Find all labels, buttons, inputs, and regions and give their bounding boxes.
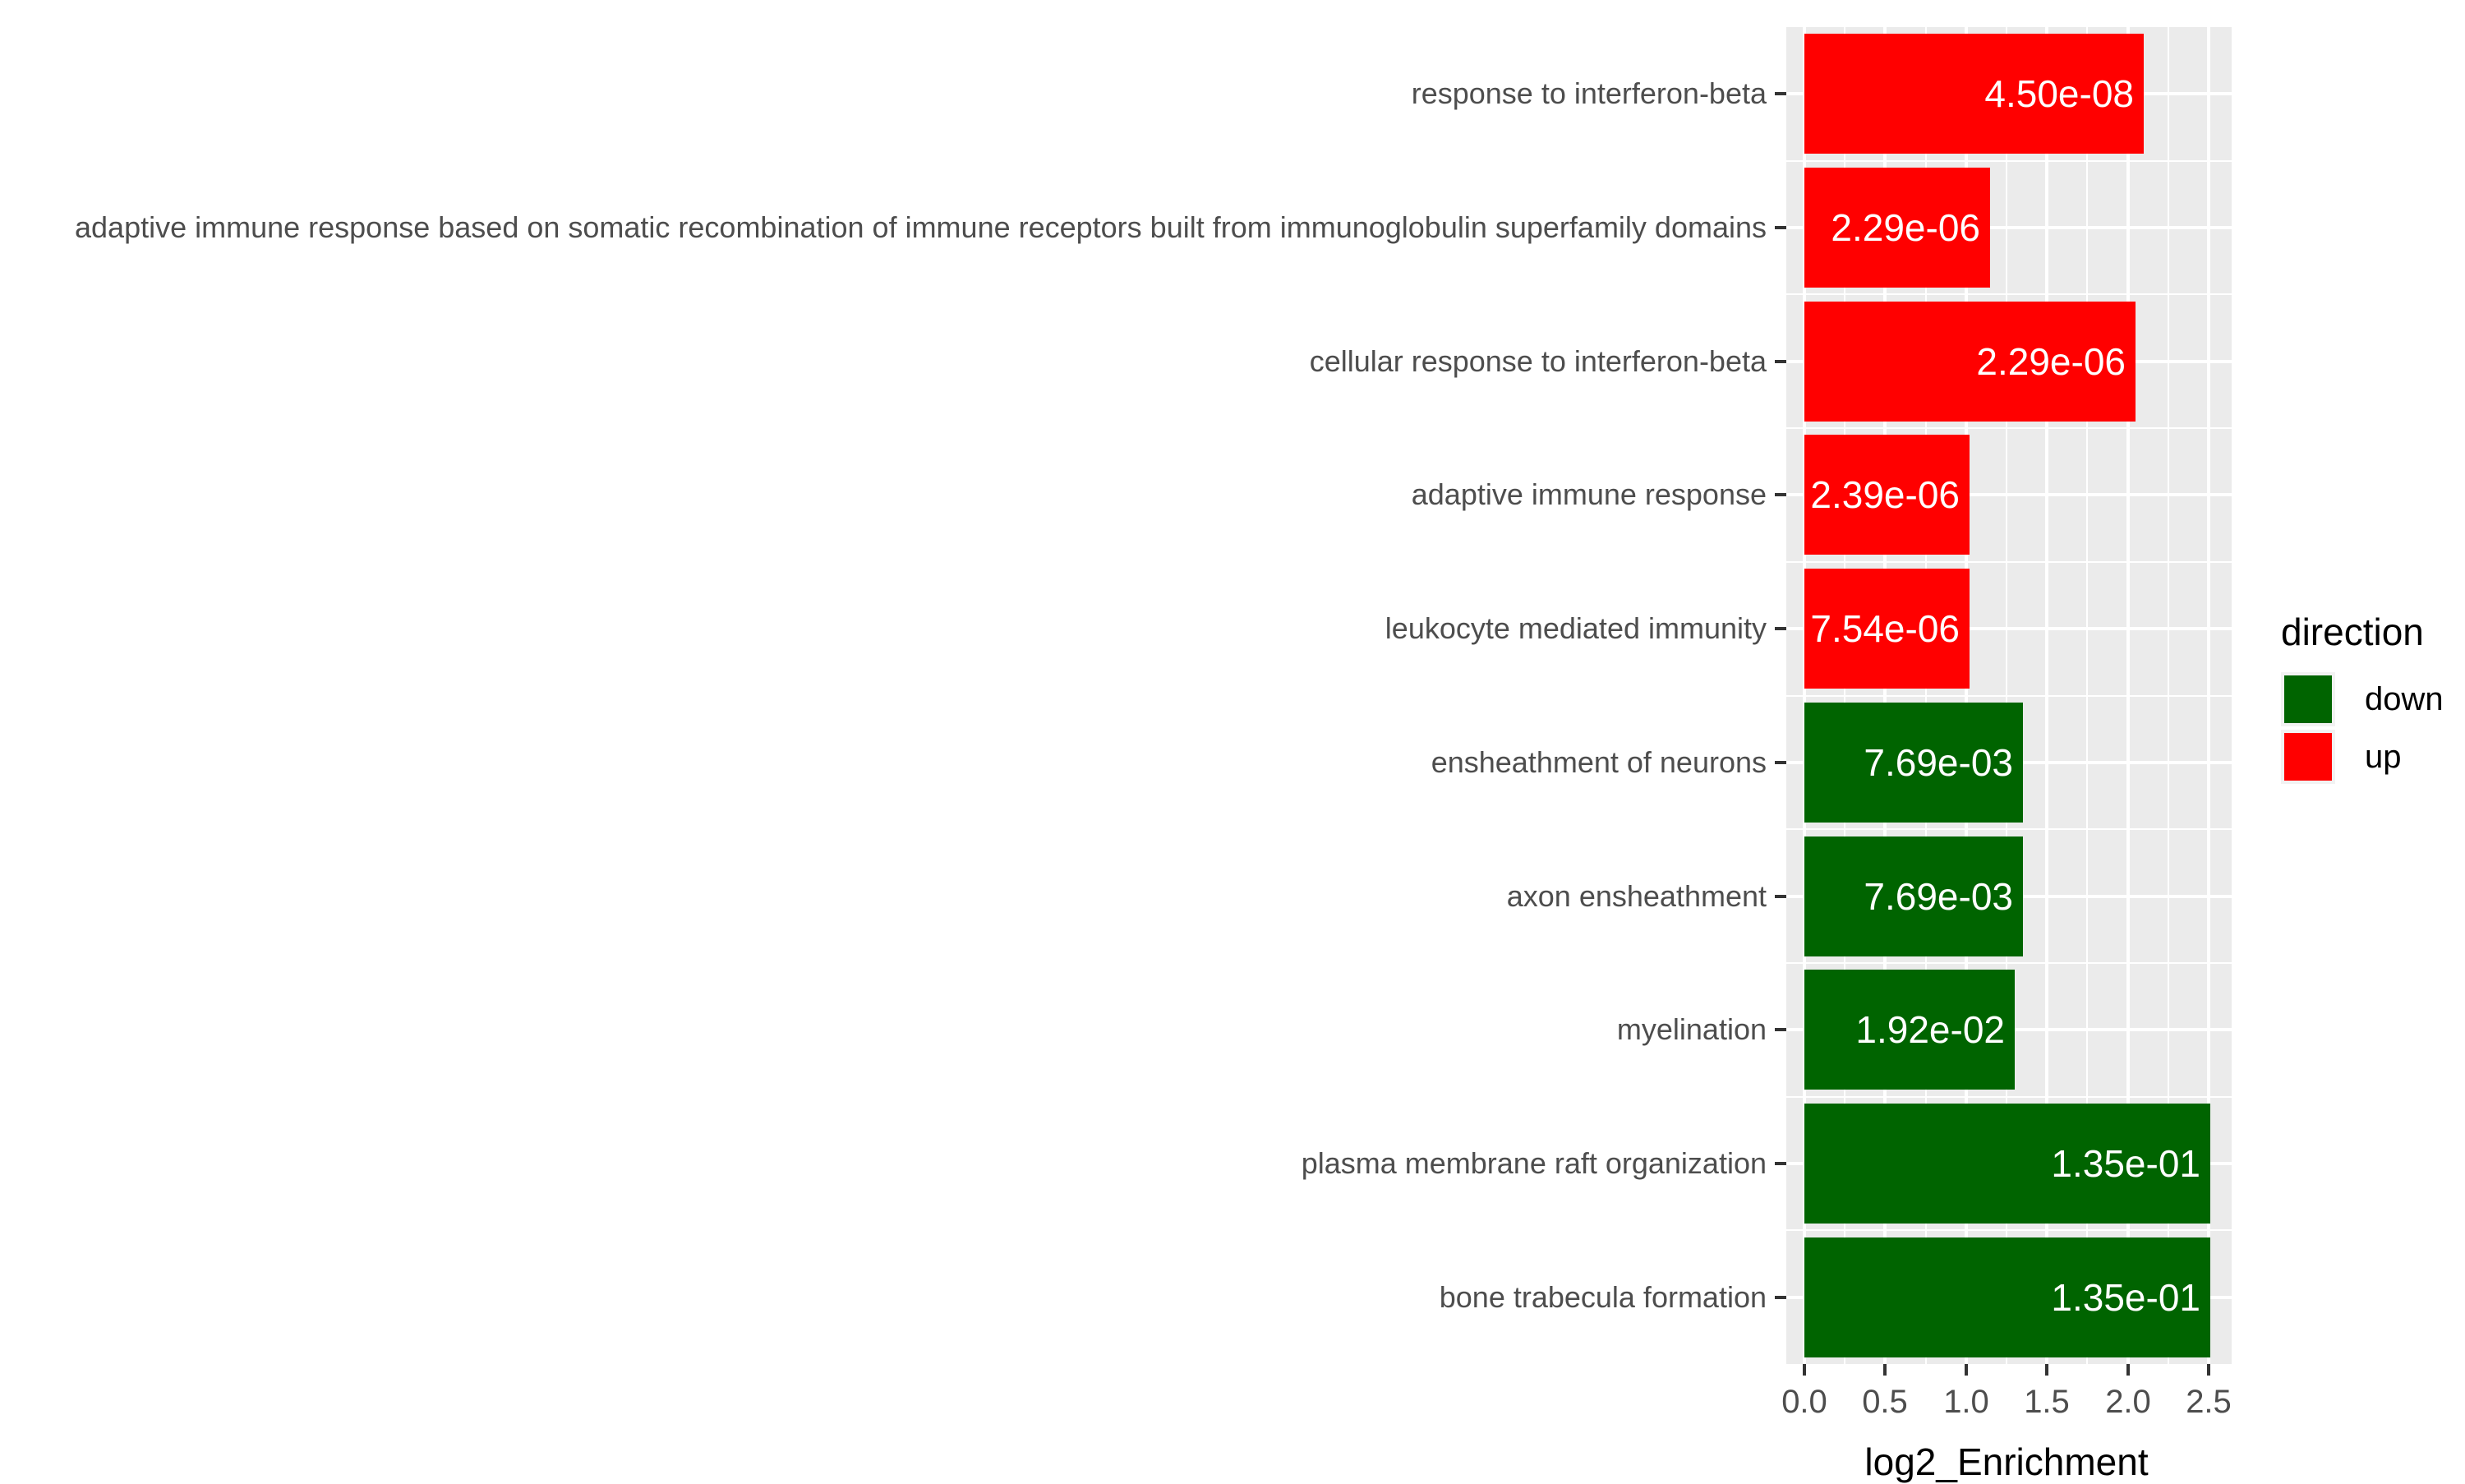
x-tick-label: 0.5	[1862, 1384, 1908, 1420]
bar: 7.69e-03	[1804, 703, 2023, 823]
legend: direction down up	[2281, 610, 2444, 787]
y-tick-mark	[1775, 627, 1786, 630]
x-tick-mark	[2126, 1364, 2130, 1376]
legend-item-down: down	[2281, 672, 2444, 726]
legend-items: down up	[2281, 672, 2444, 787]
gridline-minor-horizontal	[1786, 1096, 2232, 1098]
y-axis-label: ensheathment of neurons	[1431, 745, 1767, 779]
x-tick-label: 1.0	[1943, 1384, 1989, 1420]
bar-value-label: 7.69e-03	[1864, 875, 2013, 918]
bar-value-label: 1.35e-01	[2051, 1142, 2200, 1185]
bar-value-label: 2.39e-06	[1810, 473, 1960, 516]
gridline-major-horizontal	[1786, 493, 2232, 496]
y-axis-label: adaptive immune response based on somati…	[75, 210, 1767, 244]
legend-title: direction	[2281, 611, 2424, 653]
gridline-minor-horizontal	[1786, 828, 2232, 830]
legend-label: up	[2365, 738, 2402, 775]
y-axis-label: cellular response to interferon-beta	[1309, 344, 1767, 378]
bar: 2.39e-06	[1804, 435, 1970, 555]
gridline-minor-horizontal	[1786, 293, 2232, 295]
y-axis-label: leukocyte mediated immunity	[1385, 611, 1767, 645]
y-axis-label: bone trabecula formation	[1439, 1280, 1767, 1314]
x-tick-label: 2.0	[2105, 1384, 2151, 1420]
bar-value-label: 1.92e-02	[1855, 1008, 2005, 1051]
x-tick-mark	[1965, 1364, 1968, 1376]
legend-label: down	[2365, 680, 2444, 717]
up-color-swatch	[2284, 733, 2332, 781]
x-tick-mark	[2045, 1364, 2048, 1376]
bar-value-label: 7.69e-03	[1864, 741, 2013, 784]
bar: 7.54e-06	[1804, 569, 1970, 689]
down-color-swatch	[2284, 675, 2332, 723]
x-tick-mark	[1803, 1364, 1806, 1376]
y-tick-mark	[1775, 493, 1786, 496]
legend-key-up	[2281, 730, 2335, 784]
gridline-minor-horizontal	[1786, 427, 2232, 429]
y-tick-mark	[1775, 360, 1786, 363]
x-axis-title: log2_Enrichment	[1864, 1440, 2149, 1483]
bar: 1.35e-01	[1804, 1104, 2210, 1224]
y-tick-mark	[1775, 226, 1786, 229]
y-axis-label: adaptive immune response	[1411, 477, 1767, 511]
y-tick-mark	[1775, 761, 1786, 764]
legend-key-down	[2281, 672, 2335, 726]
bar-value-label: 2.29e-06	[1831, 206, 1980, 249]
bar-value-label: 2.29e-06	[1976, 340, 2126, 383]
x-tick-mark	[2207, 1364, 2210, 1376]
x-tick-label: 0.0	[1781, 1384, 1827, 1420]
x-tick-mark	[1883, 1364, 1887, 1376]
plot-panel: 4.50e-08 2.29e-06 2.29e-06 2.39e-06 7.54e-06…	[1786, 27, 2232, 1364]
bar: 1.35e-01	[1804, 1237, 2210, 1357]
y-tick-mark	[1775, 895, 1786, 898]
x-tick-label: 1.5	[2024, 1384, 2070, 1420]
gridline-minor-horizontal	[1786, 160, 2232, 162]
y-tick-mark	[1775, 1028, 1786, 1031]
y-axis-label: axon ensheathment	[1506, 879, 1767, 913]
y-axis-label: response to interferon-beta	[1411, 76, 1767, 110]
bar: 4.50e-08	[1804, 34, 2144, 154]
bar-value-label: 4.50e-08	[1984, 72, 2134, 115]
gridline-major-horizontal	[1786, 627, 2232, 630]
y-axis-label: myelination	[1616, 1012, 1767, 1046]
bar-value-label: 1.35e-01	[2051, 1276, 2200, 1319]
bar: 1.92e-02	[1804, 970, 2015, 1090]
y-tick-mark	[1775, 1162, 1786, 1165]
gridline-minor-horizontal	[1786, 561, 2232, 563]
y-tick-mark	[1775, 1296, 1786, 1299]
bar: 7.69e-03	[1804, 836, 2023, 956]
bar: 2.29e-06	[1804, 302, 2136, 422]
gridline-minor-horizontal	[1786, 695, 2232, 697]
gridline-minor-horizontal	[1786, 962, 2232, 964]
gridline-major-horizontal	[1786, 226, 2232, 229]
legend-item-up: up	[2281, 730, 2444, 784]
y-tick-mark	[1775, 92, 1786, 95]
gridline-minor-horizontal	[1786, 1229, 2232, 1231]
x-tick-label: 2.5	[2186, 1384, 2232, 1420]
y-axis-label: plasma membrane raft organization	[1301, 1146, 1767, 1180]
bar: 2.29e-06	[1804, 168, 1990, 288]
bar-value-label: 7.54e-06	[1810, 607, 1960, 650]
